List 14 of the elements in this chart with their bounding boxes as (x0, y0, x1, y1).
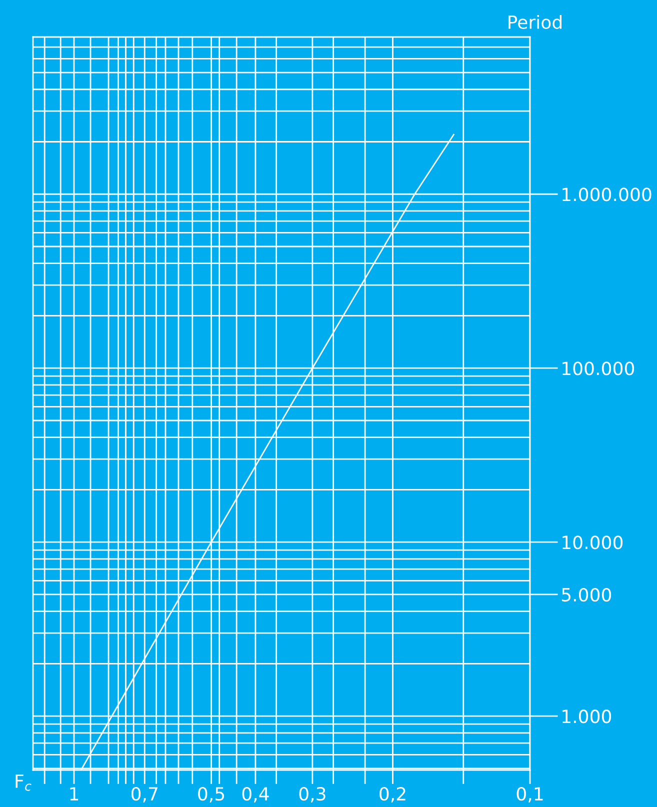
x-tick-label: 0,3 (299, 786, 326, 802)
y-tick-label: 1.000 (562, 710, 612, 724)
y-tick-label: 100.000 (562, 362, 634, 376)
x-tick-label: 1 (70, 787, 78, 800)
y-tick-label: 1.000.000 (562, 188, 652, 202)
x-tick-label: 0,4 (242, 786, 269, 802)
x-tick-label: 0,2 (380, 786, 406, 802)
x-tick-label: 0,1 (516, 786, 543, 802)
x-axis-title: F$_{c}$ (16, 774, 32, 791)
x-tick-label: 0,7 (131, 786, 158, 802)
y-tick-label: 5.000 (562, 588, 612, 602)
x-tick-label: 0,5 (198, 786, 224, 802)
y-tick-label: 10.000 (562, 536, 623, 550)
y-axis-title: Period (508, 15, 562, 29)
